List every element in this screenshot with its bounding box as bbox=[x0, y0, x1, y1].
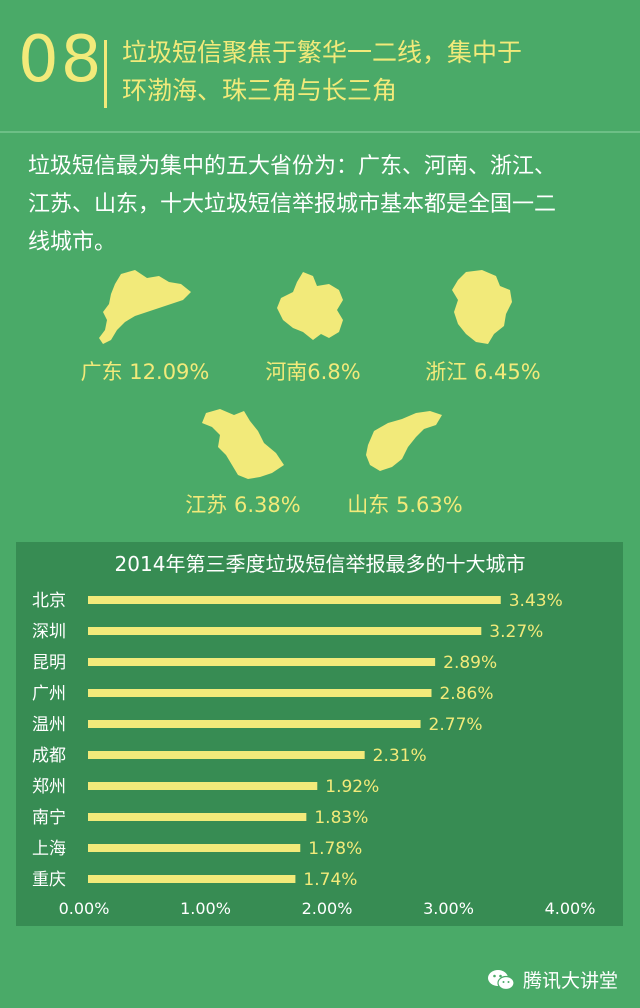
category-label: 上海 bbox=[32, 839, 66, 859]
province-henan: 河南6.8% bbox=[243, 268, 383, 386]
value-label: 2.77% bbox=[429, 715, 483, 735]
category-label: 深圳 bbox=[32, 622, 66, 642]
zhejiang-map-icon bbox=[452, 270, 512, 344]
x-tick-label: 4.00% bbox=[545, 899, 596, 918]
chart-panel bbox=[16, 542, 623, 926]
category-label: 郑州 bbox=[32, 777, 66, 797]
bar bbox=[88, 813, 307, 821]
x-tick-label: 1.00% bbox=[180, 899, 231, 918]
province-label: 浙江 6.45% bbox=[425, 360, 541, 384]
category-label: 昆明 bbox=[32, 653, 66, 673]
value-label: 1.74% bbox=[303, 870, 357, 890]
value-label: 1.83% bbox=[314, 808, 368, 828]
category-label: 温州 bbox=[32, 715, 66, 735]
province-guangdong: 广东 12.09% bbox=[75, 268, 215, 386]
footer-text: 腾讯大讲堂 bbox=[522, 970, 618, 992]
x-tick-label: 0.00% bbox=[59, 899, 110, 918]
footer-brand: 腾讯大讲堂 bbox=[487, 966, 618, 993]
category-label: 成都 bbox=[32, 746, 66, 766]
province-shandong: 山东 5.63% bbox=[335, 405, 475, 519]
x-tick-label: 2.00% bbox=[302, 899, 353, 918]
province-label: 山东 5.63% bbox=[347, 493, 463, 517]
value-label: 2.31% bbox=[373, 746, 427, 766]
bar bbox=[88, 751, 365, 759]
x-tick-label: 3.00% bbox=[423, 899, 474, 918]
intro-line-3: 线城市。 bbox=[28, 230, 117, 255]
bar bbox=[88, 782, 318, 790]
value-label: 3.43% bbox=[509, 591, 563, 611]
province-jiangsu: 江苏 6.38% bbox=[173, 405, 313, 519]
title-divider bbox=[104, 40, 107, 108]
value-label: 2.89% bbox=[443, 653, 497, 673]
category-label: 广州 bbox=[32, 684, 66, 704]
province-label: 河南6.8% bbox=[265, 360, 361, 384]
bar bbox=[88, 658, 436, 666]
province-zhejiang: 浙江 6.45% bbox=[413, 268, 553, 386]
bar bbox=[88, 627, 482, 635]
title-line-2: 环渤海、珠三角与长三角 bbox=[122, 76, 398, 105]
category-label: 北京 bbox=[32, 591, 66, 611]
chart-title: 2014年第三季度垃圾短信举报最多的十大城市 bbox=[114, 552, 526, 576]
province-label: 江苏 6.38% bbox=[185, 493, 301, 517]
intro-line-1: 垃圾短信最为集中的五大省份为：广东、河南、浙江、 bbox=[28, 154, 557, 179]
province-label: 广东 12.09% bbox=[80, 360, 210, 384]
guangdong-map-icon bbox=[99, 270, 191, 344]
intro-line-2: 江苏、山东，十大垃圾短信举报城市基本都是全国一二 bbox=[28, 192, 557, 217]
shandong-map-icon bbox=[366, 411, 442, 471]
value-label: 1.78% bbox=[308, 839, 362, 859]
category-label: 南宁 bbox=[32, 808, 66, 828]
header: 08 垃圾短信聚焦于繁华一二线，集中于 环渤海、珠三角与长三角 bbox=[0, 0, 640, 132]
henan-map-icon bbox=[277, 272, 343, 340]
category-label: 重庆 bbox=[32, 870, 66, 890]
title-line-1: 垃圾短信聚焦于繁华一二线，集中于 bbox=[122, 38, 523, 67]
bar bbox=[88, 875, 296, 883]
intro-text: 垃圾短信最为集中的五大省份为：广东、河南、浙江、 江苏、山东，十大垃圾短信举报城… bbox=[28, 148, 618, 262]
value-label: 1.92% bbox=[325, 777, 379, 797]
bar bbox=[88, 689, 432, 697]
bar bbox=[88, 596, 501, 604]
wechat-icon bbox=[487, 969, 515, 990]
page-title: 垃圾短信聚焦于繁华一二线，集中于 环渤海、珠三角与长三角 bbox=[122, 34, 622, 110]
bar bbox=[88, 720, 421, 728]
value-label: 3.27% bbox=[489, 622, 543, 642]
section-number: 08 bbox=[18, 23, 104, 97]
value-label: 2.86% bbox=[439, 684, 493, 704]
header-divider bbox=[0, 131, 640, 133]
jiangsu-map-icon bbox=[202, 409, 284, 479]
bar bbox=[88, 844, 301, 852]
